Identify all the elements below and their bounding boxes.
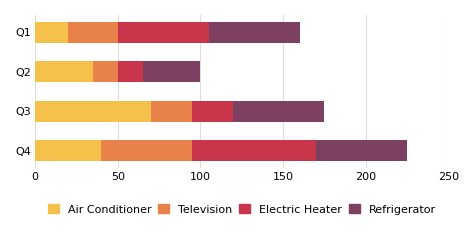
Bar [35, 101, 151, 121]
Bar [234, 101, 324, 121]
Bar [101, 140, 192, 161]
Bar [68, 22, 118, 42]
Bar [192, 101, 234, 121]
Bar [209, 22, 300, 42]
Bar [118, 62, 143, 82]
Bar [35, 22, 68, 42]
Bar [143, 62, 201, 82]
Bar [118, 22, 209, 42]
Legend: Air Conditioner, Television, Electric Heater, Refrigerator: Air Conditioner, Television, Electric He… [48, 204, 436, 214]
Bar [316, 140, 407, 161]
Bar [35, 62, 93, 82]
Bar [192, 140, 316, 161]
Bar [35, 140, 101, 161]
Bar [93, 62, 118, 82]
Bar [151, 101, 192, 121]
